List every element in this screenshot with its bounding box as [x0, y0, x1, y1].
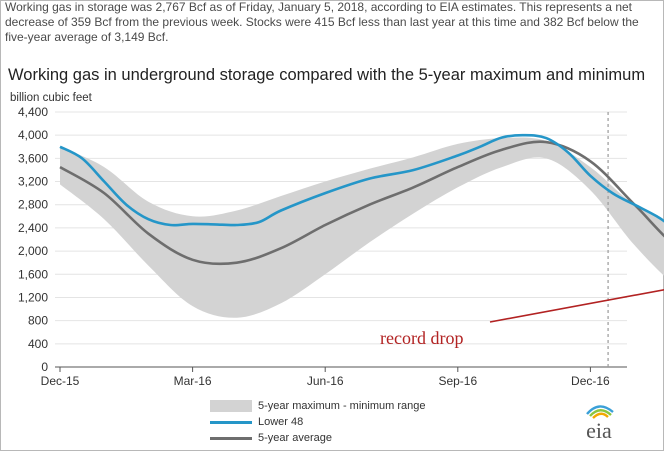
legend-swatch-range [210, 400, 252, 412]
average-line [59, 140, 664, 266]
x-tick-label: Dec-16 [571, 374, 610, 388]
y-tick-label: 4,400 [18, 105, 48, 119]
legend-item-range: 5-year maximum - minimum range [210, 398, 425, 414]
y-tick-label: 0 [41, 360, 48, 374]
x-tick-label: Dec-15 [41, 374, 80, 388]
x-tick-label: Jun-16 [307, 374, 344, 388]
y-tick-label: 2,000 [18, 244, 48, 258]
y-tick-label: 1,200 [18, 290, 48, 304]
annotation-text: record drop [380, 328, 463, 348]
legend-item-lower48: Lower 48 [210, 414, 425, 430]
y-axis-label: billion cubic feet [10, 92, 92, 104]
annotation-arrow [489, 288, 664, 323]
y-tick-label: 1,600 [18, 267, 48, 281]
legend: 5-year maximum - minimum range Lower 48 … [210, 398, 425, 446]
y-tick-label: 400 [28, 337, 48, 351]
y-tick-label: 2,800 [18, 198, 48, 212]
range-band [60, 137, 664, 318]
legend-label-average: 5-year average [258, 432, 332, 444]
y-tick-label: 800 [28, 314, 48, 328]
y-tick-label: 4,000 [18, 128, 48, 142]
legend-label-lower48: Lower 48 [258, 416, 304, 428]
intro-paragraph: Working gas in storage was 2,767 Bcf as … [5, 0, 639, 44]
lower48-line [59, 133, 664, 227]
legend-swatch-average [210, 436, 252, 440]
y-tick-label: 2,400 [18, 221, 48, 235]
y-tick-label: 3,600 [18, 151, 48, 165]
chart-title: Working gas in underground storage compa… [8, 66, 646, 84]
x-tick-label: Sep-16 [438, 374, 477, 388]
legend-label-range: 5-year maximum - minimum range [258, 400, 426, 412]
x-tick-label: Mar-16 [174, 374, 212, 388]
logo-text: eia [586, 418, 612, 443]
legend-swatch-lower48 [210, 420, 252, 424]
eia-logo-icon: eia [586, 405, 614, 443]
legend-item-average: 5-year average [210, 430, 425, 446]
y-tick-label: 3,200 [18, 175, 48, 189]
